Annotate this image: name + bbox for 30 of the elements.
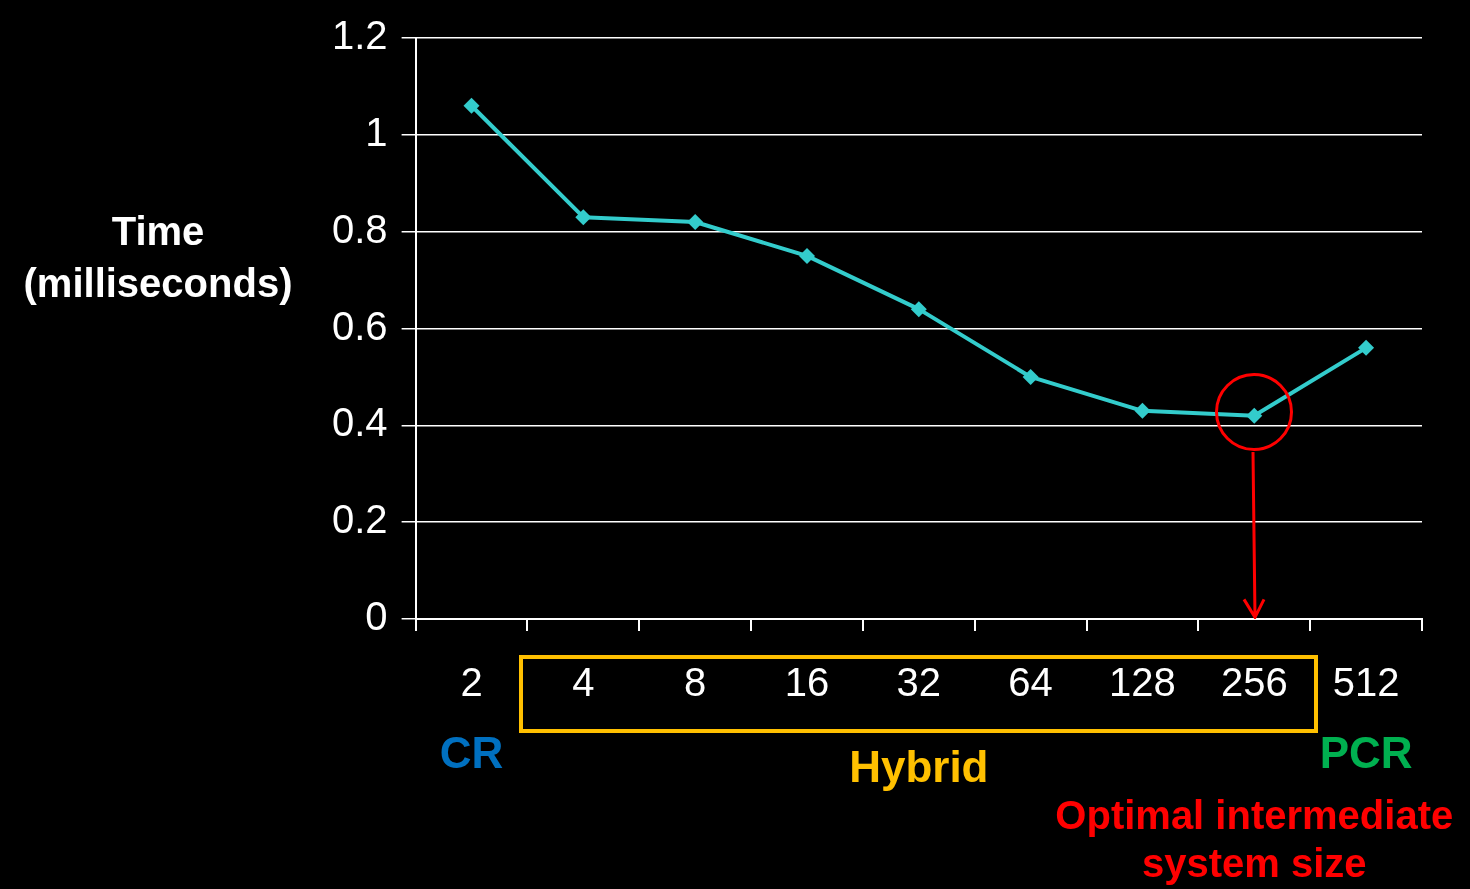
y-tick-label: 0.8	[332, 206, 388, 251]
point	[1246, 407, 1263, 424]
x-tick-label: 256	[1220, 660, 1288, 705]
y-tick-label: 0.6	[332, 303, 388, 348]
text: Optimal intermediate system size	[1055, 793, 1454, 886]
x-tick-label: 4	[572, 660, 595, 705]
x-tick-label: 2	[460, 660, 483, 705]
y-tick-label: 0	[365, 594, 388, 639]
x-tick-label: 128	[1109, 660, 1176, 705]
y-axis-title: Time (milliseconds)	[22, 208, 294, 307]
y-tick-label: 1.2	[332, 13, 388, 58]
text: Hybrid	[849, 742, 989, 792]
text: CR	[439, 728, 504, 778]
text: PCR	[1319, 728, 1413, 778]
point	[910, 301, 927, 318]
x-tick-label: 8	[684, 660, 707, 705]
point	[1358, 339, 1375, 356]
point	[798, 247, 815, 264]
y-tick-label: 0.4	[332, 400, 388, 445]
point	[1022, 368, 1039, 385]
x-tick-label: 32	[896, 660, 942, 705]
point	[463, 97, 480, 114]
x-tick-label: 16	[784, 660, 830, 705]
x-tick-label: 512	[1332, 660, 1400, 705]
y-tick-label: 0.2	[332, 497, 388, 542]
x-tick-label: 64	[1008, 660, 1053, 705]
point	[687, 213, 704, 230]
point	[1134, 402, 1151, 419]
point	[575, 209, 592, 226]
y-tick-label: 1	[365, 109, 388, 154]
